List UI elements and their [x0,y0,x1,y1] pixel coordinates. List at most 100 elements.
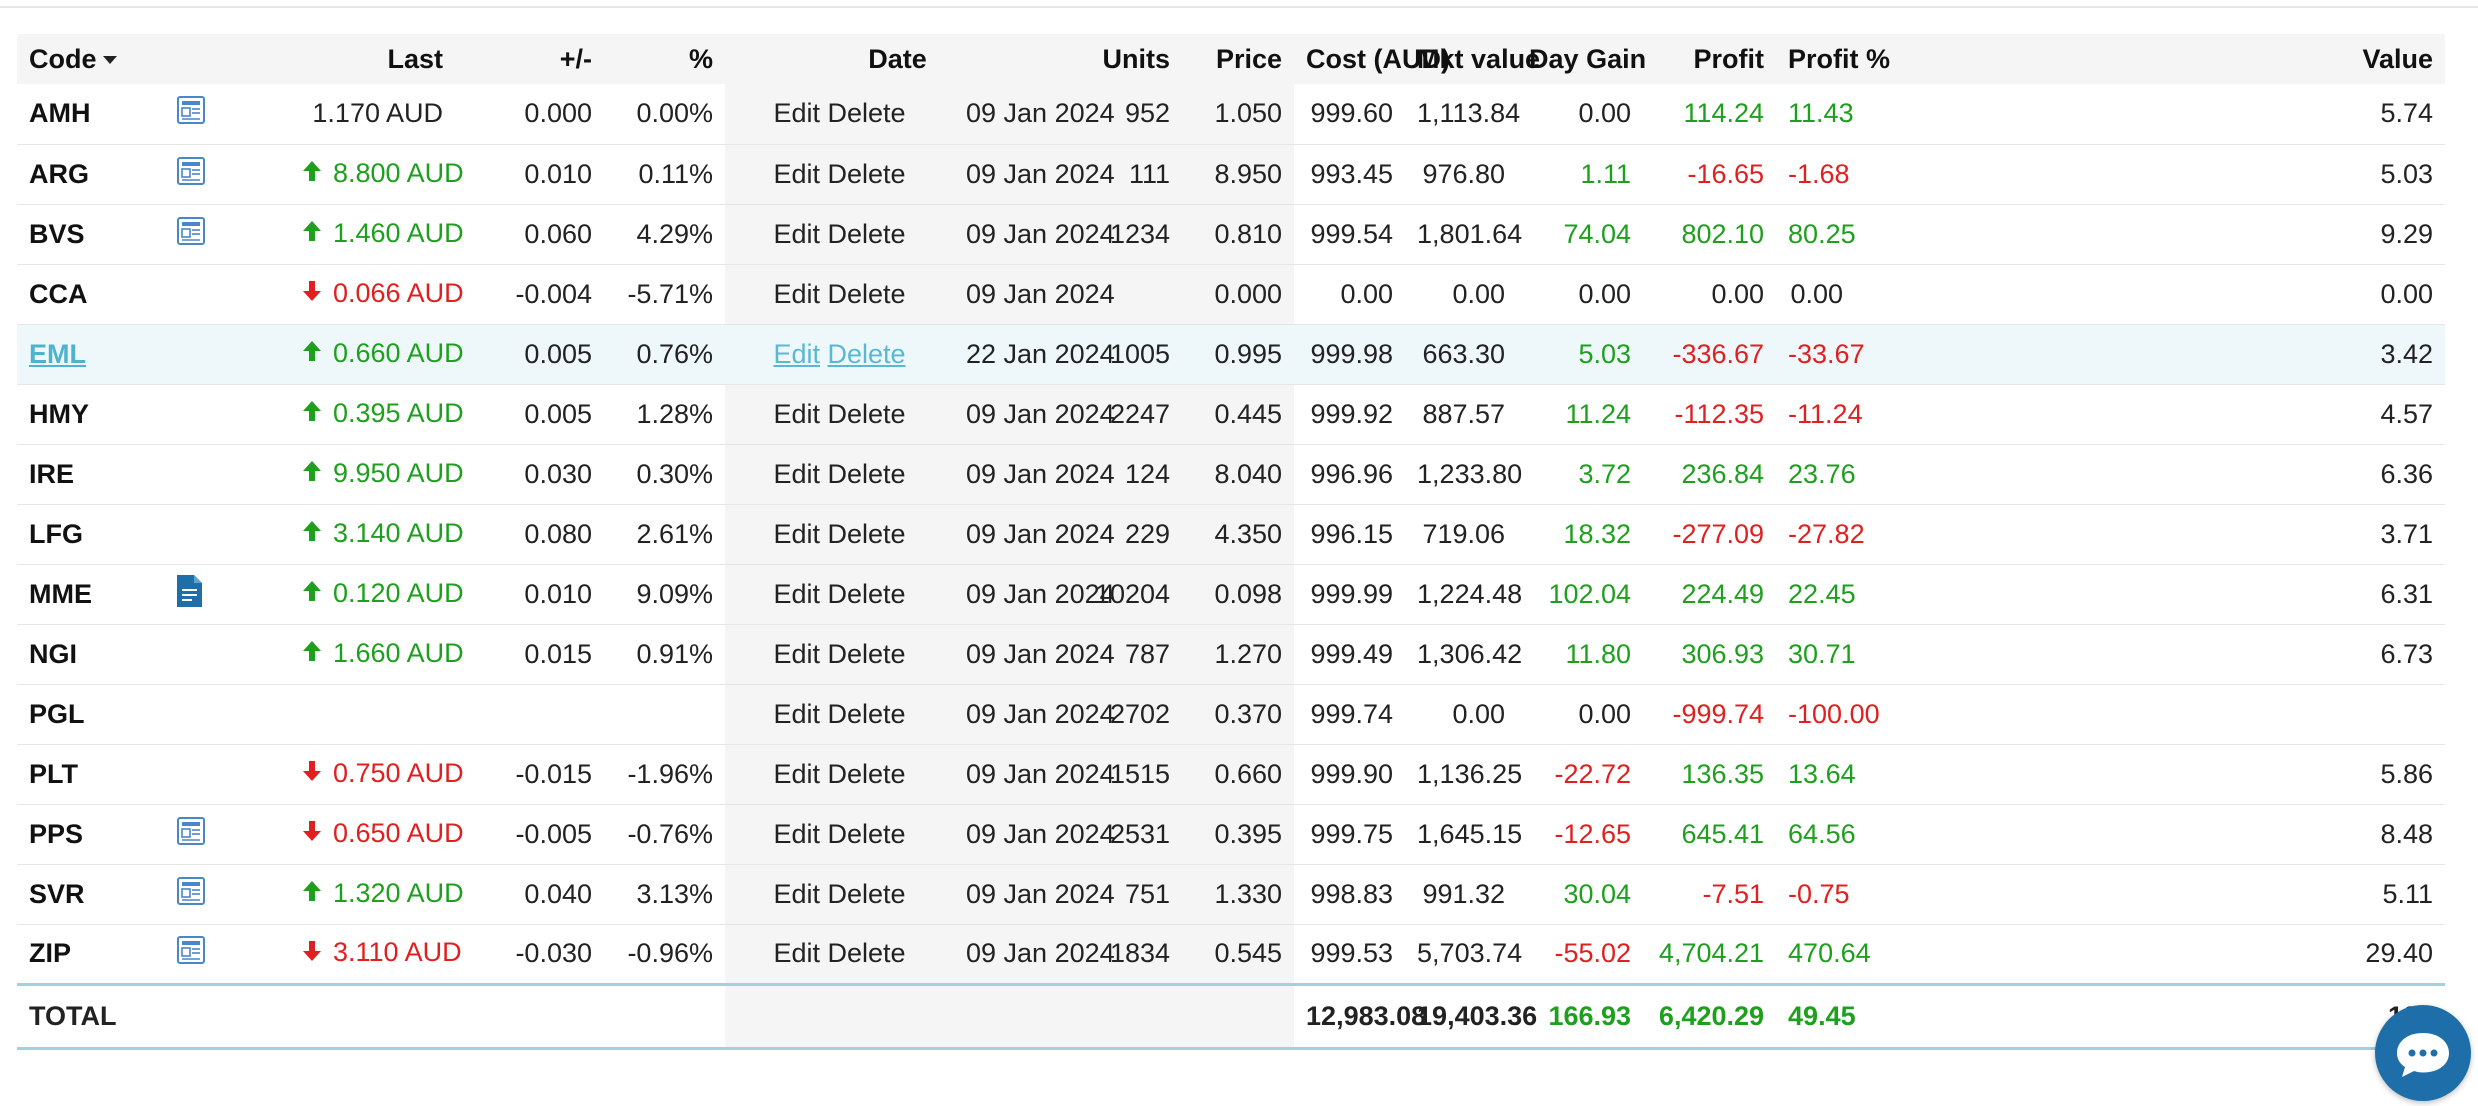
delete-link[interactable]: Delete [827,938,906,968]
icon-cell [162,144,287,205]
arrow-up-icon [299,579,323,610]
stock-code[interactable]: PGL [17,684,162,745]
column-header-code[interactable]: Code [17,34,287,84]
profit-pct-value: -33.67 [1776,324,1865,385]
day-gain-value: 18.32 [1517,504,1644,565]
price-value: 0.810 [1182,204,1295,265]
edit-link[interactable]: Edit [773,338,820,369]
column-header-cost[interactable]: Cost (AUD) [1294,34,1450,84]
units-value: 229 [1070,504,1183,565]
delete-link[interactable]: Delete [827,458,906,489]
last-price-cell: 9.950 AUD [287,444,464,505]
last-price: 1.170 AUD [312,98,443,129]
stock-code[interactable]: PLT [17,744,162,805]
edit-link[interactable]: Edit [773,878,820,909]
edit-link[interactable]: Edit [773,158,820,189]
stock-code[interactable]: SVR [17,864,162,925]
stock-code[interactable]: EML [17,324,162,385]
column-header-last[interactable]: Last [287,34,455,84]
column-header-units[interactable]: Units [1070,34,1183,84]
document-icon[interactable] [174,573,204,616]
stock-code[interactable]: AMH [17,84,162,145]
delete-link[interactable]: Delete [827,578,906,609]
edit-link[interactable]: Edit [773,578,820,609]
icon-cell [162,744,287,805]
delete-link[interactable]: Delete [827,518,906,549]
purchase-date: 09 Jan 2024 [954,864,1115,925]
delete-link[interactable]: Delete [827,338,906,369]
units-value: 1515 [1070,744,1183,805]
edit-link[interactable]: Edit [773,818,820,849]
stock-code[interactable]: ARG [17,144,162,205]
news-icon[interactable] [174,93,208,134]
stock-code[interactable]: LFG [17,504,162,565]
price-value: 1.270 [1182,624,1295,685]
delete-link[interactable]: Delete [827,278,906,309]
delete-link[interactable]: Delete [827,878,906,909]
column-header-mkt-value[interactable]: Mkt value [1405,34,1540,84]
column-header-value[interactable]: Value [1855,34,2445,84]
delete-link[interactable]: Delete [827,638,906,669]
last-price: 1.320 AUD [333,877,464,908]
edit-link[interactable]: Edit [773,398,820,429]
portfolio-value-pct: 5.03 [1855,144,2445,205]
edit-link[interactable]: Edit [773,458,820,489]
last-price: 0.066 AUD [333,277,464,308]
arrow-up-icon [299,639,323,670]
delete-link[interactable]: Delete [827,758,906,789]
actions-cell: Edit Delete [725,564,954,625]
table-header-row: Code Last +/- % Date Units Price Cost (A… [17,34,2445,84]
change-value: 0.015 [455,624,604,685]
delete-link[interactable]: Delete [827,158,906,189]
icon-cell [162,324,287,385]
profit-value: 0.00 [1643,264,1777,325]
news-icon[interactable] [174,214,208,255]
delete-link[interactable]: Delete [827,698,906,729]
edit-link[interactable]: Edit [773,518,820,549]
edit-link[interactable]: Edit [773,638,820,669]
column-header-date[interactable]: Date [725,34,1071,84]
stock-code[interactable]: PPS [17,804,162,865]
chat-button[interactable] [2375,1005,2471,1101]
profit-value: -7.51 [1643,864,1777,925]
stock-code[interactable]: NGI [17,624,162,685]
edit-link[interactable]: Edit [773,278,820,309]
delete-link[interactable]: Delete [827,218,906,249]
day-gain-value: 3.72 [1517,444,1644,505]
stock-code[interactable]: MME [17,564,162,625]
top-divider [0,6,2478,8]
delete-link[interactable]: Delete [827,98,906,129]
change-value: 0.000 [455,84,604,145]
edit-link[interactable]: Edit [773,938,820,968]
purchase-date: 09 Jan 2024 [954,924,1115,985]
column-header-day-gain[interactable]: Day Gain [1517,34,1646,84]
purchase-date: 09 Jan 2024 [954,84,1115,145]
stock-code[interactable]: BVS [17,204,162,265]
column-header-price[interactable]: Price [1182,34,1295,84]
stock-code[interactable]: CCA [17,264,162,325]
edit-link[interactable]: Edit [773,698,820,729]
edit-link[interactable]: Edit [773,758,820,789]
portfolio-value-pct: 3.71 [1855,504,2445,565]
portfolio-value-pct: 6.36 [1855,444,2445,505]
units-value: 124 [1070,444,1183,505]
icon-cell [162,684,287,745]
column-header-profit-pct[interactable]: Profit % [1776,34,1890,84]
news-icon[interactable] [174,874,208,915]
table-row: EML 0.660 AUD 0.005 0.76% Edit Delete 22 Jan … [17,324,2445,385]
news-icon[interactable] [174,814,208,855]
column-header-percent[interactable]: % [604,34,725,84]
news-icon[interactable] [174,154,208,195]
stock-code[interactable]: HMY [17,384,162,445]
column-header-profit[interactable]: Profit [1643,34,1777,84]
news-icon[interactable] [174,933,208,974]
stock-code[interactable]: IRE [17,444,162,505]
column-header-change[interactable]: +/- [455,34,604,84]
edit-link[interactable]: Edit [773,98,820,129]
delete-link[interactable]: Delete [827,398,906,429]
edit-link[interactable]: Edit [773,218,820,249]
profit-pct-value: 11.43 [1776,84,1856,145]
stock-code[interactable]: ZIP [17,924,162,985]
day-gain-value: 5.03 [1517,324,1644,385]
delete-link[interactable]: Delete [827,818,906,849]
